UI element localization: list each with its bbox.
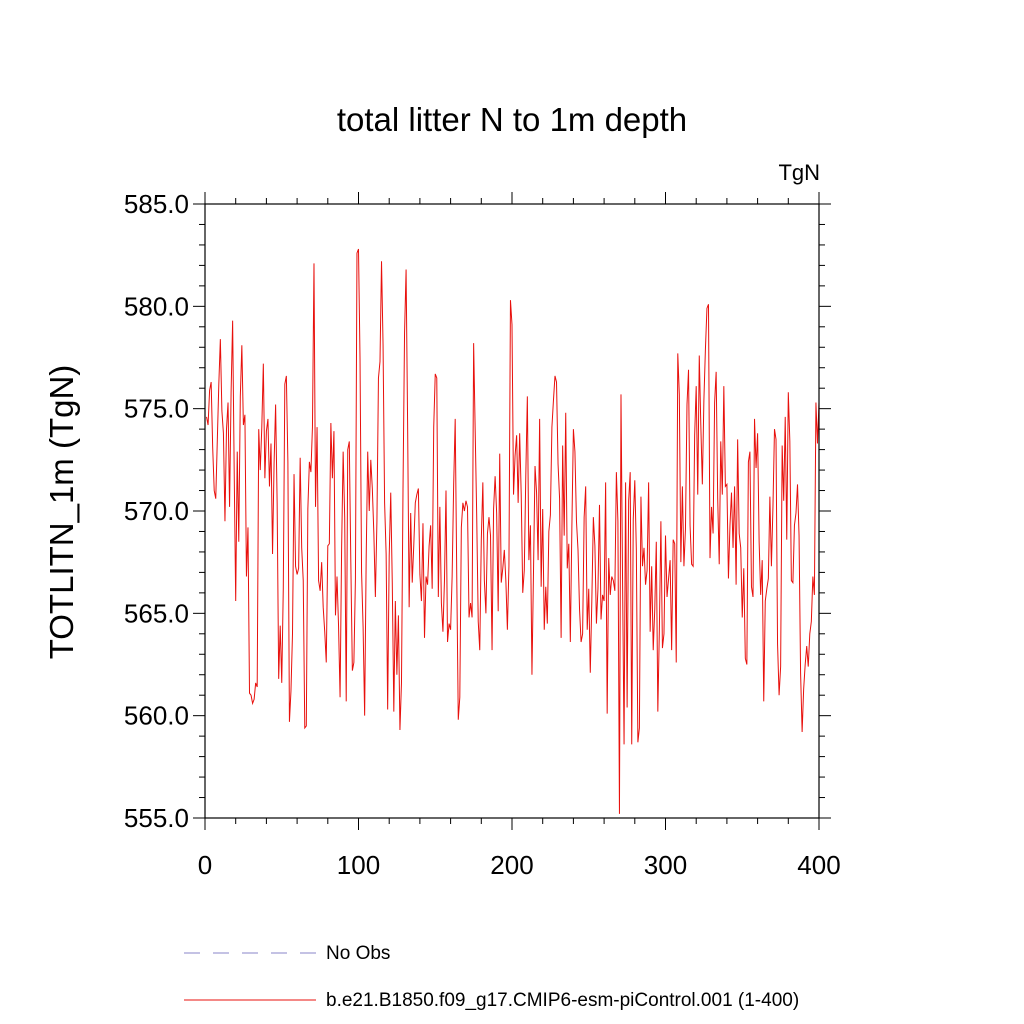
chart-title: total litter N to 1m depth (337, 101, 687, 138)
y-tick-label: 585.0 (124, 189, 189, 219)
units-label: TgN (778, 160, 820, 185)
axis-ticks (193, 192, 831, 830)
legend: No Obs b.e21.B1850.f09_g17.CMIP6-esm-piC… (184, 943, 799, 1011)
y-tick-label: 555.0 (124, 803, 189, 833)
y-tick-label: 580.0 (124, 291, 189, 321)
series-line (206, 248, 819, 814)
y-tick-label: 575.0 (124, 394, 189, 424)
y-tick-label: 570.0 (124, 496, 189, 526)
legend-label-model-run: b.e21.B1850.f09_g17.CMIP6-esm-piControl.… (326, 990, 799, 1011)
legend-label-no-obs: No Obs (326, 943, 390, 964)
y-axis-label: TOTLITN_1m (TgN) (43, 365, 80, 660)
plot-frame (204, 203, 820, 819)
x-tick-label: 300 (644, 850, 687, 880)
y-tick-label: 560.0 (124, 701, 189, 731)
x-tick-label: 0 (198, 850, 212, 880)
y-tick-label: 565.0 (124, 598, 189, 628)
x-tick-label: 200 (490, 850, 533, 880)
x-tick-label: 400 (797, 850, 840, 880)
axis-tick-labels: 555.0 560.0 565.0 570.0 575.0 580.0 585.0 0 100 2… (124, 189, 841, 880)
x-tick-label: 100 (337, 850, 380, 880)
